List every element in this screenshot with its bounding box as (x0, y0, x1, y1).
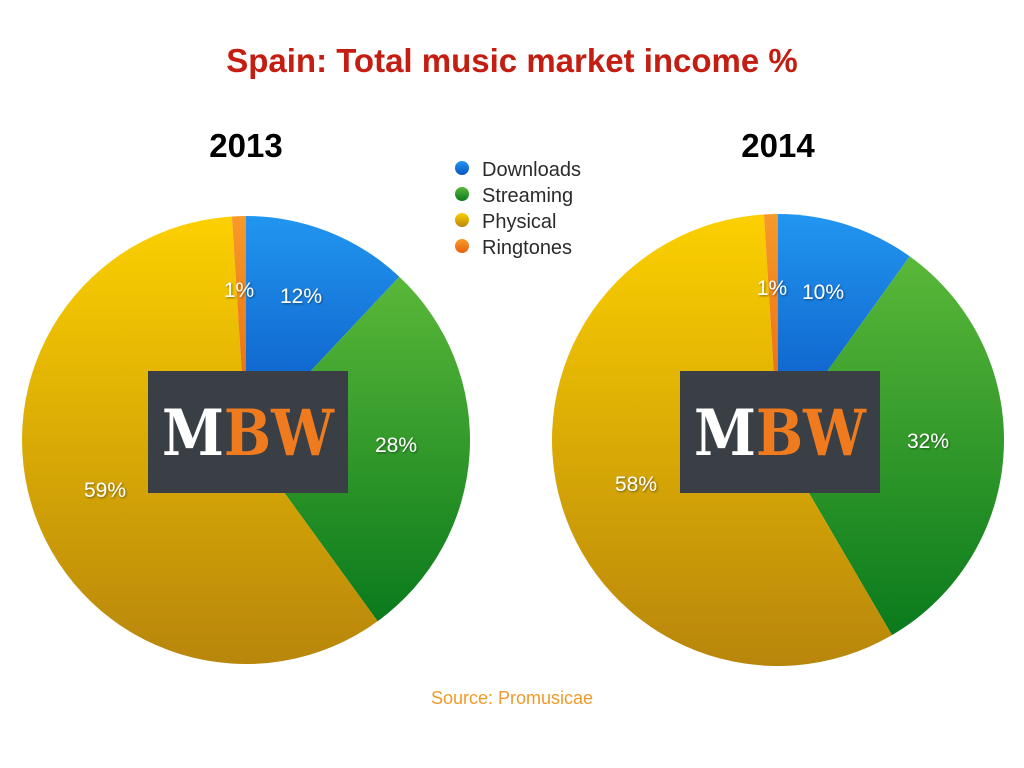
source-note: Source: Promusicae (431, 688, 593, 708)
legend-swatch-physical (455, 213, 469, 227)
data-label-ringtones-2014: 1% (757, 277, 787, 300)
legend: Downloads Streaming Physical Ringtones (455, 159, 581, 259)
mbw-logo-2013: MBW (148, 371, 348, 493)
mbw-logo-2014: MBW (680, 371, 880, 493)
chart-title: Spain: Total music market income % (226, 42, 798, 79)
legend-swatch-downloads (455, 161, 469, 175)
svg-text:MBW: MBW (162, 396, 335, 471)
legend-label-ringtones: Ringtones (482, 237, 572, 259)
pie-slice-streaming-2013 (246, 276, 470, 622)
data-label-downloads-2014: 10% (802, 281, 844, 304)
data-label-downloads-2013: 12% (280, 285, 322, 308)
data-label-physical-2014: 58% (615, 473, 657, 496)
legend-label-downloads: Downloads (482, 159, 581, 181)
pie-title-2014: 2014 (741, 127, 815, 164)
data-label-physical-2013: 59% (84, 479, 126, 502)
legend-swatch-ringtones (455, 239, 469, 253)
pie-slice-streaming-2014 (778, 256, 1004, 636)
data-label-ringtones-2013: 1% (224, 279, 254, 302)
legend-label-streaming: Streaming (482, 185, 573, 207)
legend-label-physical: Physical (482, 211, 556, 233)
data-label-streaming-2013: 28% (375, 434, 417, 457)
pie-title-2013: 2013 (209, 127, 282, 164)
svg-text:MBW: MBW (694, 396, 867, 471)
legend-swatch-streaming (455, 187, 469, 201)
data-label-streaming-2014: 32% (907, 430, 949, 453)
